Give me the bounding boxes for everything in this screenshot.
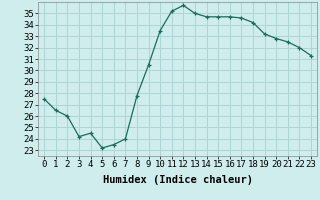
X-axis label: Humidex (Indice chaleur): Humidex (Indice chaleur) <box>103 175 252 185</box>
